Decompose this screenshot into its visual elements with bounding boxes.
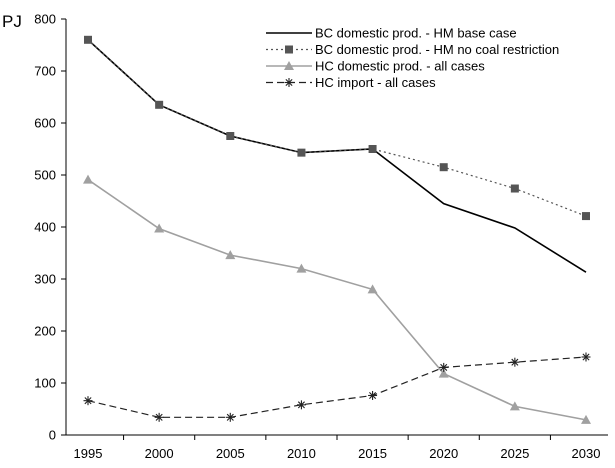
series-4-point (581, 352, 591, 362)
series-4-point (296, 400, 306, 410)
x-tick-label: 2015 (358, 446, 387, 461)
legend-marker (285, 45, 293, 54)
series-layer (83, 35, 591, 424)
legend-label: BC domestic prod. - HM no coal restricti… (315, 42, 559, 57)
legend-label: BC domestic prod. - HM base case (315, 26, 517, 41)
series-4-line (87, 356, 587, 418)
x-tick-label: 2005 (216, 446, 245, 461)
series-1 (87, 39, 587, 273)
series-2-point (155, 100, 164, 109)
legend-item-2: BC domestic prod. - HM no coal restricti… (266, 42, 559, 57)
x-tick-label: 2020 (429, 446, 458, 461)
legend-marker (284, 78, 294, 87)
series-2-point (582, 212, 590, 221)
series-2-point (226, 132, 235, 140)
y-tick-label: 400 (34, 220, 56, 235)
series-2 (84, 35, 590, 221)
x-tick-label: 2025 (500, 446, 529, 461)
axes: 0 100 200 300 400 500 600 700 800 1995 2000 2005 201… (34, 12, 608, 461)
series-3-point (438, 368, 449, 378)
series-4-point (368, 390, 378, 400)
y-tick-label: 300 (34, 272, 56, 287)
series-4-point (154, 412, 164, 422)
x-tick-label: 2010 (287, 446, 316, 461)
series-3-point (367, 284, 378, 294)
y-tick-label: 200 (34, 324, 56, 339)
x-tick-label: 2030 (572, 446, 601, 461)
y-tick-label: 500 (34, 168, 56, 183)
y-tick-label: 600 (34, 116, 56, 131)
series-2-point (368, 145, 377, 153)
series-4-point (510, 357, 520, 367)
series-3-point (154, 223, 165, 233)
series-3-line (87, 179, 587, 421)
series-3-point (509, 401, 520, 411)
y-axis-unit-label: PJ (2, 12, 22, 31)
series-3-point (225, 250, 236, 260)
legend-item-3: HC domestic prod. - all cases (266, 59, 485, 74)
y-tick-label: 100 (34, 376, 56, 391)
series-4 (83, 352, 591, 422)
series-2-point (297, 148, 306, 157)
series-3 (83, 174, 591, 424)
series-4-point (439, 362, 449, 372)
legend-marker (284, 61, 294, 70)
series-1-line (87, 39, 587, 273)
series-2-point (510, 184, 519, 193)
series-4-point (83, 396, 93, 406)
x-tick-label: 1995 (74, 446, 103, 461)
y-tick-label: 800 (34, 12, 56, 27)
legend-item-1: BC domestic prod. - HM base case (266, 26, 517, 41)
legend-item-4: HC import - all cases (266, 75, 436, 90)
series-3-point (83, 174, 93, 184)
y-tick-label: 700 (34, 64, 56, 79)
series-4-point (225, 412, 235, 422)
series-3-point (581, 414, 591, 424)
legend-label: HC import - all cases (315, 75, 436, 90)
x-tick-label: 2000 (145, 446, 174, 461)
y-tick-label: 0 (49, 428, 56, 443)
legend-label: HC domestic prod. - all cases (315, 59, 485, 74)
series-2-point (84, 35, 92, 44)
series-3-point (296, 263, 307, 273)
series-2-point (439, 163, 448, 172)
